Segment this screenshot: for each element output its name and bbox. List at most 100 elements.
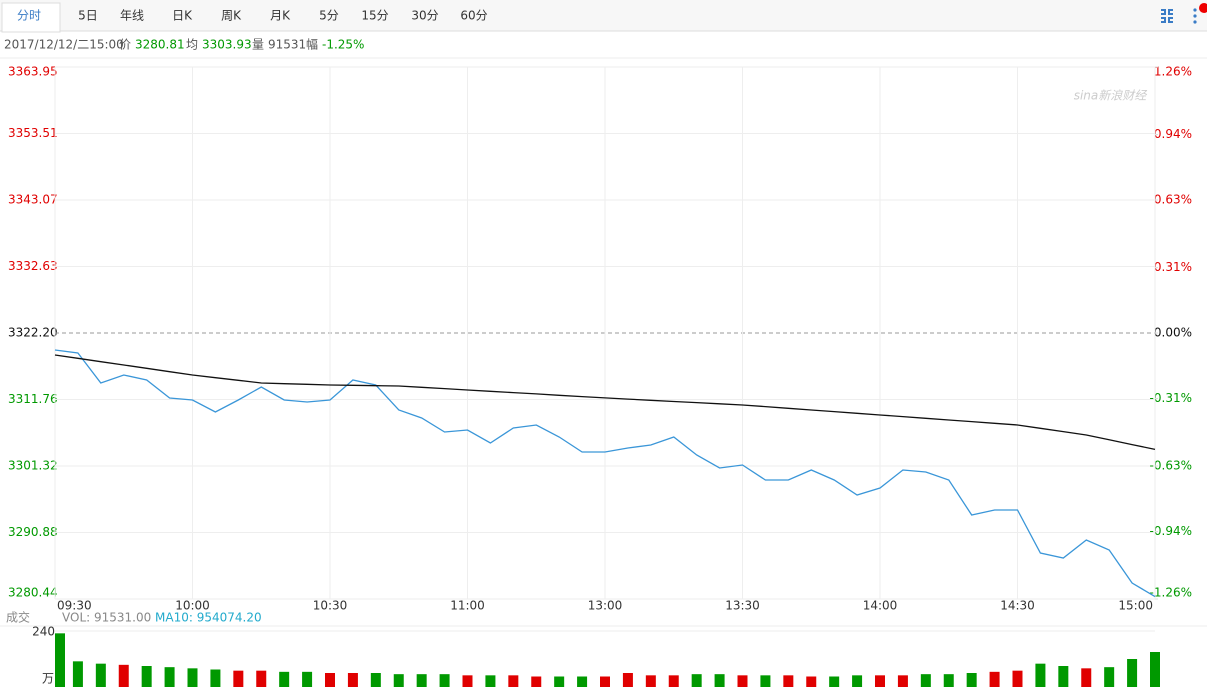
menu-icon[interactable] [1193,8,1197,12]
info-price-label: 价 [119,38,131,52]
volume-bar [622,673,633,687]
y-tick-label: 3363.95 [8,65,58,79]
y-tick-label: 3301.32 [8,458,58,472]
volume-text: VOL: 91531.00 [62,611,151,625]
volume-bar [737,675,748,687]
volume-bar [370,673,381,687]
y-tick-label: 3343.07 [8,193,58,207]
tab[interactable]: 日K [172,9,193,23]
volume-bar [416,674,427,687]
volume-bar [1127,659,1138,687]
y-tick-label: 3332.63 [8,259,58,273]
info-avg-label: 均 [186,38,198,52]
x-tick-label: 11:00 [450,599,485,613]
info-datetime: 2017/12/12/二15:00 [4,38,124,52]
menu-icon [1193,20,1197,24]
tab[interactable]: 5分 [319,9,339,23]
tab[interactable]: 60分 [460,9,487,23]
tab-selected [1,2,61,33]
toolbar [0,0,1207,31]
icons [1161,3,1207,24]
volume-bar [531,676,542,687]
menu-icon [1193,14,1197,18]
volume-bar [393,674,404,687]
volume-bar [554,676,565,687]
tab[interactable]: 年线 [120,9,144,23]
tab[interactable]: 分时 [17,9,41,23]
volume-tick-label: 240 [32,625,55,639]
ma-text: MA10: 954074.20 [155,611,262,625]
volume-bar [1012,670,1023,687]
badge [1199,3,1207,13]
fullscreen-icon[interactable] [1161,9,1173,23]
y-tick-label: 3290.88 [8,525,58,539]
volume-bar [714,674,725,687]
volume-bar [852,675,863,687]
volume-bar [118,664,129,687]
volume-bar [325,673,335,687]
volume-bar [1104,667,1115,687]
info-vol-label: 量 [252,38,264,52]
volume-bar [1150,652,1160,687]
volume-bar [508,675,519,687]
y2-tick-label: 0.31% [1154,260,1192,274]
volume-bar [439,674,450,687]
info-vol: 91531 [268,38,306,52]
volume-bar [187,668,198,687]
volume-bar [691,674,702,687]
volume-bar [302,671,313,687]
volume-bar [279,671,290,687]
x-tick-label: 09:30 [57,599,92,613]
volume-bar [347,673,358,687]
y-tick-label: 3322.20 [8,325,58,339]
x-tick-label: 10:30 [313,599,348,613]
tab[interactable]: 周K [221,9,242,23]
info-price: 3280.81 [135,38,185,52]
tab[interactable]: 月K [270,9,291,23]
watermark: sina新浪财经 [1074,89,1149,103]
volume-bar [897,675,908,687]
volume-bar [210,669,221,687]
volume-bar [485,675,496,687]
x-tick-label: 10:00 [175,599,210,613]
y2-tick-label: 0.00% [1154,326,1192,340]
volume-bar [989,671,1000,687]
volume-label: 成交 [6,610,30,625]
volume-bar [943,674,954,687]
volume-bar [72,661,83,687]
tab[interactable]: 5日 [78,9,98,23]
volume-bar [668,675,679,687]
volume-bar [829,676,840,687]
volume-bar [233,670,244,687]
volume-bar [164,667,175,687]
volume-bar [645,675,656,687]
volume-bar [875,675,885,687]
info-change: -1.25% [322,38,364,52]
y2-tick-label: -1.26% [1150,586,1192,600]
series-line [54,354,1156,451]
x-tick-label: 14:30 [1000,599,1035,613]
volume-bar [256,670,267,687]
series-line [54,349,1156,598]
y2-tick-label: -0.63% [1150,459,1192,473]
volume-bar [141,666,152,687]
volume-bar [966,673,977,687]
tab[interactable]: 30分 [411,9,438,23]
volume-bar [1035,663,1046,687]
y2-tick-label: 1.26% [1154,65,1192,79]
volume-bar [95,663,106,687]
y-tick-label: 3353.51 [8,126,58,140]
volume-bar [1081,668,1092,687]
x-tick-label: 15:00 [1118,599,1153,613]
x-tick-label: 14:00 [863,599,898,613]
x-tick-label: 13:30 [725,599,760,613]
info-avg: 3303.93 [202,38,252,52]
x-tick-label: 13:00 [588,599,623,613]
volume-bar [577,676,588,687]
y2-tick-label: 0.63% [1154,193,1192,207]
y2-tick-label: -0.94% [1150,524,1192,538]
tab[interactable]: 15分 [361,9,388,23]
volume-bar [760,675,771,687]
volume-bar [920,674,931,687]
